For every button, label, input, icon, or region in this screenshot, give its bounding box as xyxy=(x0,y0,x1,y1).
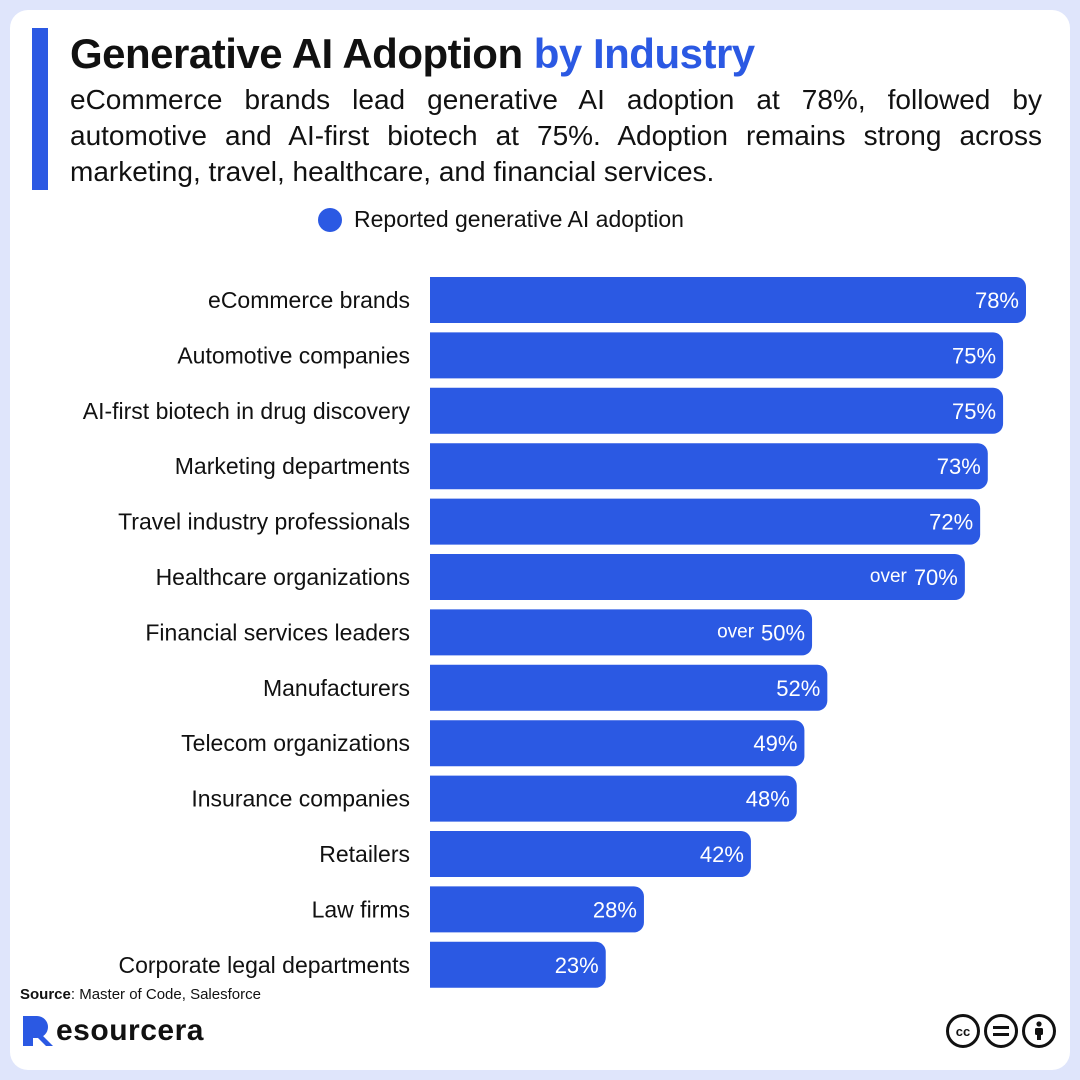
value-label: 78% xyxy=(975,288,1019,313)
page-title: Generative AI Adoption by Industry xyxy=(70,30,755,78)
bar xyxy=(430,277,1026,323)
bar xyxy=(430,720,805,767)
legend-dot-icon xyxy=(318,207,342,232)
value-label: 50% xyxy=(761,620,805,645)
bar xyxy=(430,443,988,490)
bar xyxy=(430,831,751,877)
category-label: Manufacturers xyxy=(263,675,410,701)
title-main: Generative AI Adoption xyxy=(70,30,523,77)
brand-name: esourcera xyxy=(56,1014,204,1047)
value-label: 75% xyxy=(952,399,996,424)
license-icons: cc xyxy=(946,1014,1056,1048)
category-label: Retailers xyxy=(319,841,410,867)
value-prefix-label: over xyxy=(717,621,755,642)
title-accent-bar xyxy=(32,28,48,190)
category-label: Automotive companies xyxy=(177,342,410,368)
bar-chart: eCommerce brands 78% Automotive companies 7… xyxy=(83,277,1026,988)
category-label: Healthcare organizations xyxy=(156,564,410,590)
bar xyxy=(430,498,981,545)
cc-icon: cc xyxy=(946,1014,980,1048)
bar xyxy=(430,775,797,822)
bar xyxy=(430,886,644,933)
chart-legend: Reported generative AI adoption xyxy=(318,206,684,233)
value-label: 73% xyxy=(937,454,981,479)
value-label: 42% xyxy=(700,842,744,867)
category-label: AI-first biotech in drug discovery xyxy=(83,398,411,424)
value-label: 70% xyxy=(914,565,958,590)
category-label: Financial services leaders xyxy=(145,619,410,645)
bar xyxy=(430,941,606,988)
value-label: 49% xyxy=(753,731,797,756)
category-label: Corporate legal departments xyxy=(119,952,411,978)
category-label: Marketing departments xyxy=(175,453,410,479)
bar xyxy=(430,332,1004,379)
legend-label: Reported generative AI adoption xyxy=(354,206,684,232)
value-label: 23% xyxy=(555,953,599,978)
category-label: eCommerce brands xyxy=(208,287,410,313)
bar xyxy=(430,664,828,711)
source-label: Source xyxy=(20,986,71,1003)
bar xyxy=(430,387,1004,434)
source-note: Source: Master of Code, Salesforce xyxy=(20,986,261,1003)
value-label: 52% xyxy=(776,676,820,701)
category-label: Insurance companies xyxy=(191,786,410,812)
value-label: 28% xyxy=(593,897,637,922)
category-label: Telecom organizations xyxy=(181,730,410,756)
brand-logo: esourcera xyxy=(20,1014,204,1048)
nd-icon xyxy=(984,1014,1018,1048)
value-label: 48% xyxy=(746,787,790,812)
value-label: 75% xyxy=(952,343,996,368)
by-icon xyxy=(1022,1014,1056,1048)
brand-mark-icon xyxy=(23,1016,53,1046)
category-label: Travel industry professionals xyxy=(118,509,410,535)
value-prefix-label: over xyxy=(870,566,908,587)
value-label: 72% xyxy=(929,510,973,535)
page-subtitle: eCommerce brands lead generative AI adop… xyxy=(70,84,1042,187)
source-text: : Master of Code, Salesforce xyxy=(70,986,261,1003)
bar xyxy=(430,554,965,600)
title-accent: by Industry xyxy=(533,30,755,77)
category-label: Law firms xyxy=(312,896,410,922)
bar xyxy=(430,609,813,656)
